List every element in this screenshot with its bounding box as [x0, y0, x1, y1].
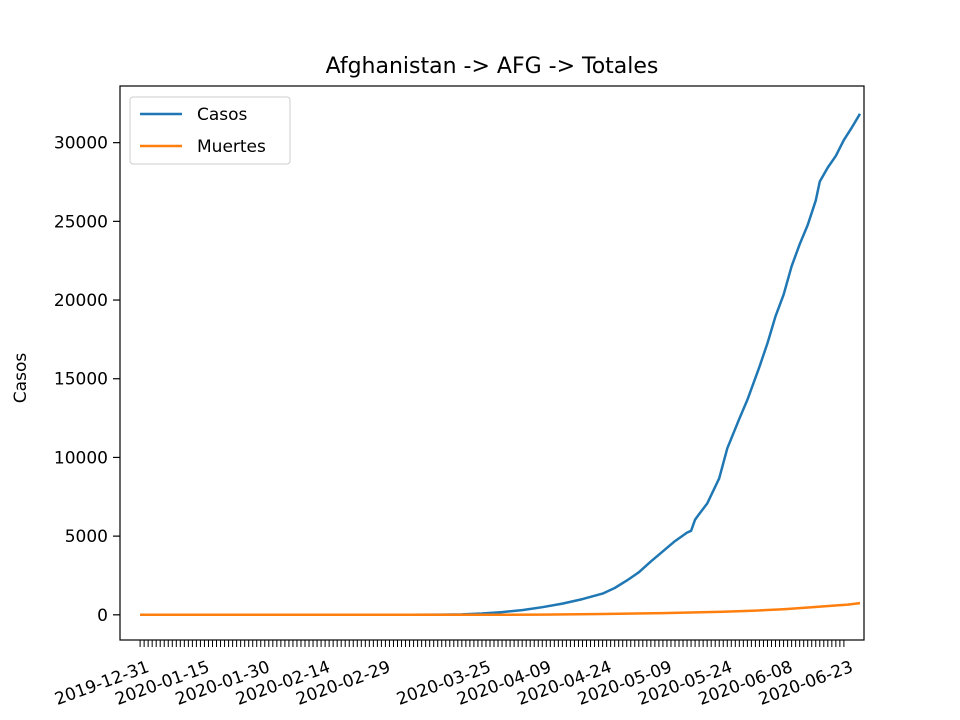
y-tick-label: 30000 — [54, 134, 108, 154]
y-tick-label: 5000 — [65, 527, 108, 547]
y-tick-label: 20000 — [54, 291, 108, 311]
y-tick-label: 15000 — [54, 370, 108, 390]
y-axis-label: Casos — [11, 353, 31, 404]
legend: Casos Muertes — [129, 96, 291, 165]
series-line-0 — [140, 113, 862, 617]
x-axis-ticks — [139, 640, 845, 647]
chart-title: Afghanistan -> AFG -> Totales — [326, 54, 659, 79]
series-line-1 — [140, 601, 861, 617]
y-tick-label: 10000 — [54, 448, 108, 468]
legend-label-1: Muertes — [197, 137, 266, 157]
axes-frame — [119, 85, 865, 641]
y-tick-label: 25000 — [54, 212, 108, 232]
y-tick-label: 0 — [97, 606, 108, 626]
legend-label-0: Casos — [197, 105, 248, 125]
